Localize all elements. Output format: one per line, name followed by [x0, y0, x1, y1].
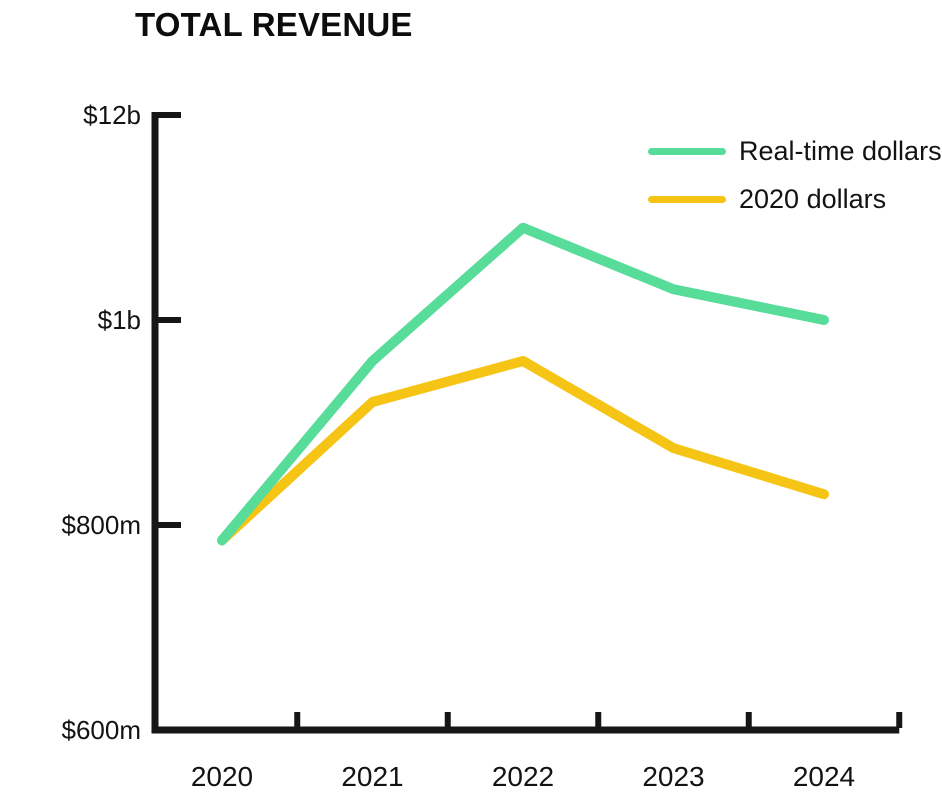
real-time-dollars-line	[217, 222, 829, 546]
x-tick-label: 2024	[793, 761, 855, 792]
2020-dollars-swatch	[648, 196, 726, 203]
legend-item-realtime-dollars: Real-time dollars	[648, 134, 942, 169]
x-tick-label: 2022	[492, 761, 554, 792]
2020-dollars-line	[217, 356, 829, 546]
x-tick-label: 2020	[191, 761, 253, 792]
legend: Real-time dollars 2020 dollars	[648, 134, 942, 217]
legend-label-realtime-dollars: Real-time dollars	[739, 136, 942, 166]
x-tick-label: 2021	[341, 761, 403, 792]
y-tick-label: $800m	[62, 510, 142, 540]
y-tick-label: $1b	[98, 305, 141, 335]
y-tick-label: $12b	[83, 100, 141, 130]
legend-item-2020-dollars: 2020 dollars	[648, 182, 942, 217]
x-tick-label: 2023	[642, 761, 704, 792]
y-tick-label: $600m	[62, 715, 142, 745]
realtime-dollars-swatch	[648, 148, 726, 155]
legend-label-2020-dollars: 2020 dollars	[739, 184, 887, 214]
chart-title: TOTAL REVENUE	[135, 6, 413, 43]
